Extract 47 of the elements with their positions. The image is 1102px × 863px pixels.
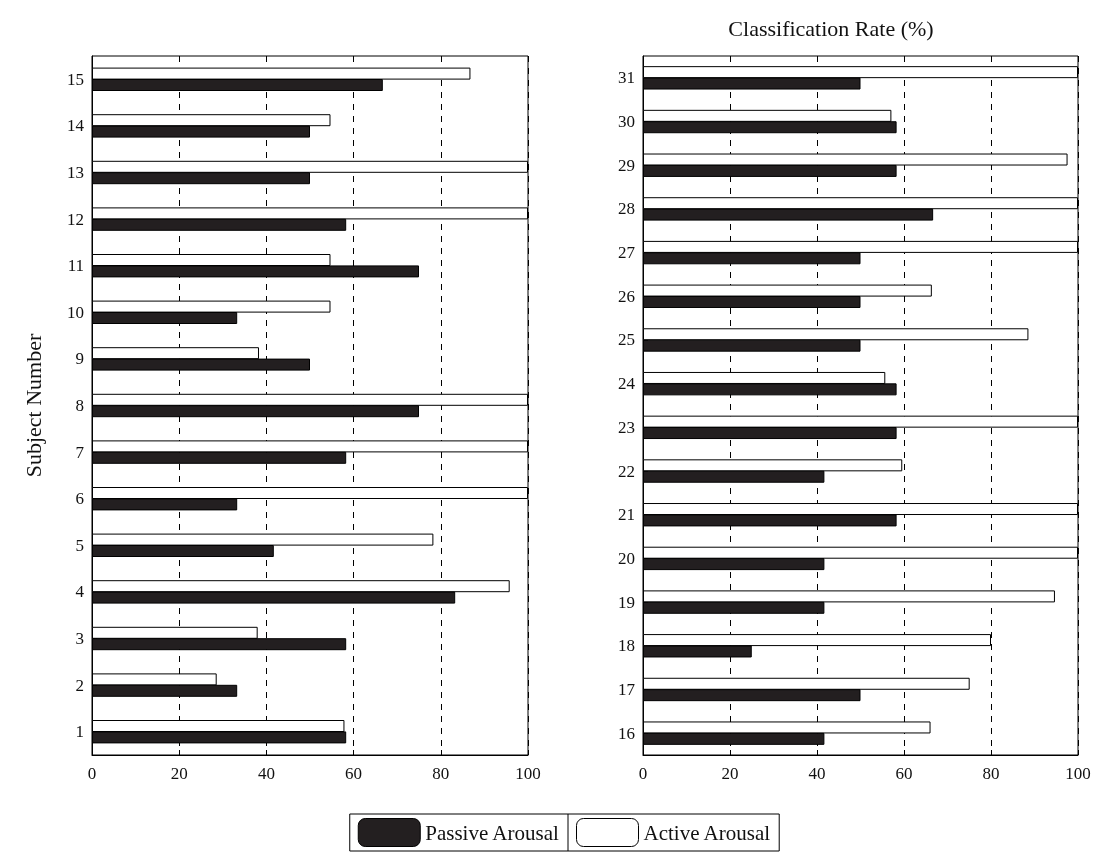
y-tick-label: 16 (618, 723, 635, 743)
y-tick-label: 2 (75, 675, 84, 695)
y-tick-label: 31 (618, 68, 635, 88)
legend-label: Passive Arousal (425, 820, 560, 845)
y-tick-label: 27 (618, 243, 636, 263)
y-tick-label: 29 (618, 155, 635, 175)
x-tick-label: 40 (257, 764, 275, 783)
y-tick-label: 4 (75, 582, 85, 602)
y-tick-label: 28 (618, 199, 635, 219)
y-tick-label: 24 (618, 374, 636, 394)
y-tick-label: 17 (618, 679, 636, 699)
x-tick-label: 60 (345, 764, 363, 783)
x-tick-label: 0 (638, 764, 648, 783)
x-tick-label: 80 (982, 764, 1000, 783)
y-tick-label: 11 (67, 256, 84, 276)
x-tick-label: 20 (721, 764, 739, 783)
y-tick-label: 3 (75, 629, 84, 648)
chart-title: Classification Rate (%) (728, 15, 934, 41)
y-tick-label: 10 (67, 302, 84, 322)
x-tick-label: 40 (808, 764, 826, 783)
y-tick-label: 22 (618, 461, 635, 481)
y-tick-label: 1 (75, 722, 84, 742)
legend-label: Active Arousal (643, 820, 771, 845)
y-tick-label: 12 (67, 209, 84, 229)
y-tick-label: 7 (75, 442, 85, 462)
y-tick-label: 25 (618, 330, 635, 350)
y-tick-label: 9 (75, 349, 84, 369)
y-tick-label: 14 (67, 116, 85, 136)
y-tick-label: 21 (618, 505, 635, 525)
y-tick-label: 18 (618, 636, 635, 656)
y-tick-label: 19 (618, 592, 635, 612)
y-tick-label: 15 (67, 69, 84, 89)
x-tick-label: 0 (87, 764, 97, 783)
y-tick-label: 26 (618, 286, 635, 306)
y-axis-title: Subject Number (20, 333, 46, 478)
y-tick-label: 8 (75, 396, 84, 415)
x-tick-label: 80 (432, 764, 450, 783)
x-tick-label: 100 (515, 764, 541, 783)
y-tick-label: 30 (618, 112, 635, 132)
x-tick-label: 60 (895, 764, 913, 783)
x-tick-label: 20 (170, 764, 188, 783)
y-tick-label: 23 (618, 417, 635, 437)
y-tick-label: 5 (75, 535, 84, 555)
x-tick-label: 100 (1065, 764, 1091, 783)
y-tick-label: 13 (67, 163, 84, 182)
y-tick-label: 20 (618, 548, 635, 568)
y-tick-label: 6 (75, 489, 84, 509)
